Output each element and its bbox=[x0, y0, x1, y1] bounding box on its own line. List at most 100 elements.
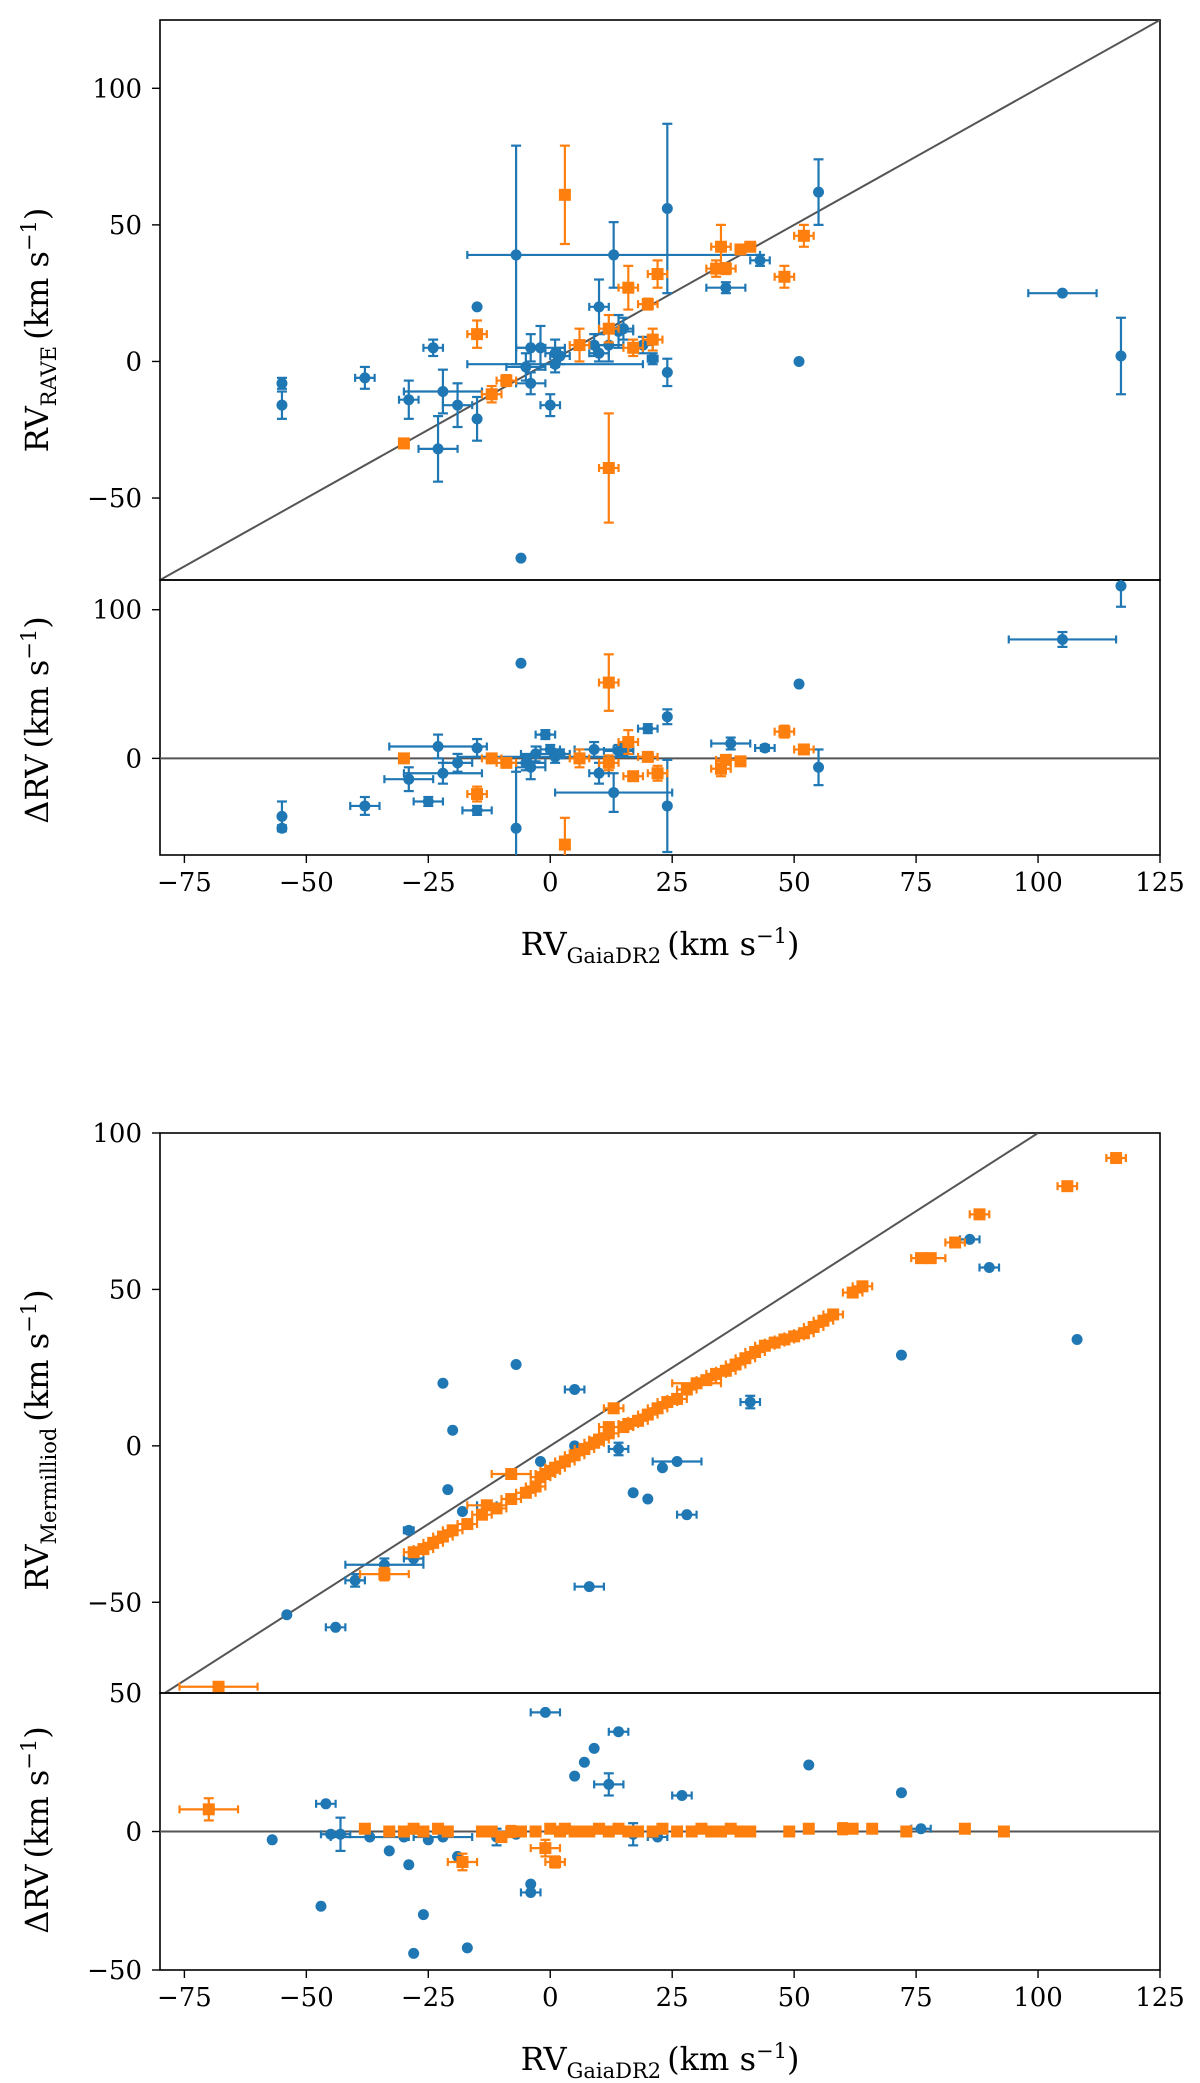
data-point-blue bbox=[661, 357, 673, 388]
data-point-blue bbox=[447, 1424, 459, 1436]
data-point-orange bbox=[602, 1402, 625, 1415]
data-point-blue bbox=[281, 1609, 293, 1621]
rave-bottom-panel: 0 100 ΔRV (km s−1) bbox=[17, 579, 1161, 856]
data-point-blue bbox=[534, 729, 557, 741]
data-point-blue bbox=[510, 770, 522, 855]
rave-xlabel-close: ) bbox=[787, 925, 799, 963]
x-tick-label: 125 bbox=[1135, 868, 1185, 898]
data-point-orange bbox=[475, 1825, 488, 1838]
data-point-blue bbox=[466, 221, 762, 289]
x-tick-label: 0 bbox=[542, 1983, 559, 2013]
data-point-orange bbox=[544, 1822, 557, 1835]
identity-line bbox=[160, 20, 1160, 580]
data-point-blue bbox=[471, 395, 483, 442]
data-point-blue bbox=[383, 1845, 395, 1857]
mermilliod-top-ylabel-sub: Mermilliod bbox=[37, 1428, 61, 1545]
x-tick-label: −25 bbox=[401, 1983, 456, 2013]
data-point-orange bbox=[178, 1797, 240, 1822]
data-point-blue bbox=[354, 365, 376, 390]
data-point-orange bbox=[529, 1825, 542, 1838]
data-point-blue bbox=[515, 657, 527, 669]
data-point-orange bbox=[588, 1433, 610, 1446]
rave-bottom-ylabel-unit: (km s bbox=[18, 660, 56, 749]
data-point-orange bbox=[495, 374, 518, 388]
data-point-blue bbox=[607, 1441, 630, 1457]
data-point-orange bbox=[446, 1852, 479, 1872]
rave-xlabel-main: RV bbox=[521, 925, 568, 963]
data-point-blue bbox=[671, 1789, 693, 1801]
data-point-blue bbox=[710, 736, 752, 751]
rave-top-ylabel-close: ) bbox=[18, 208, 56, 220]
data-point-blue bbox=[813, 158, 825, 226]
data-point-orange bbox=[1056, 1180, 1079, 1193]
data-point-orange bbox=[675, 1383, 698, 1396]
data-point-blue bbox=[588, 278, 610, 336]
data-point-orange bbox=[554, 1455, 576, 1468]
data-point-orange bbox=[958, 1822, 971, 1835]
data-point-blue bbox=[461, 804, 493, 816]
x-tick-label: −75 bbox=[157, 1983, 212, 2013]
data-point-orange bbox=[793, 223, 815, 248]
data-point-orange bbox=[597, 653, 620, 712]
data-point-orange bbox=[602, 1825, 615, 1838]
data-point-orange bbox=[480, 384, 503, 404]
data-point-orange bbox=[466, 785, 488, 803]
data-point-blue bbox=[607, 1726, 630, 1738]
data-point-orange bbox=[558, 1822, 571, 1835]
data-point-orange bbox=[358, 1566, 410, 1582]
data-point-orange bbox=[597, 412, 620, 524]
data-point-blue bbox=[397, 379, 420, 420]
y-tick-label: 50 bbox=[109, 211, 142, 241]
data-point-orange bbox=[646, 259, 669, 289]
data-point-orange bbox=[490, 1468, 532, 1481]
y-tick-label: 0 bbox=[125, 744, 142, 774]
data-point-orange bbox=[622, 1825, 635, 1838]
data-point-orange bbox=[734, 1825, 747, 1838]
data-point-orange bbox=[583, 1825, 596, 1838]
data-point-orange bbox=[646, 1402, 669, 1415]
data-point-orange bbox=[397, 437, 410, 450]
data-point-blue bbox=[403, 1859, 415, 1871]
data-point-orange bbox=[456, 1518, 479, 1531]
data-point-blue bbox=[549, 748, 571, 760]
data-point-blue bbox=[514, 754, 547, 781]
data-point-orange bbox=[622, 338, 645, 358]
data-point-orange bbox=[514, 1825, 527, 1838]
data-point-blue bbox=[578, 1756, 590, 1768]
data-point-orange bbox=[441, 1524, 464, 1537]
y-tick-label: 0 bbox=[125, 347, 142, 377]
data-point-blue bbox=[276, 390, 288, 420]
data-point-blue bbox=[529, 1706, 562, 1718]
data-point-blue bbox=[519, 1886, 542, 1898]
data-point-blue bbox=[388, 733, 488, 760]
data-point-orange bbox=[417, 1825, 430, 1838]
data-point-orange bbox=[597, 754, 620, 772]
data-point-orange bbox=[597, 313, 620, 344]
data-point-blue bbox=[958, 1233, 981, 1245]
mermilliod-top-ylabel-close: ) bbox=[18, 1289, 56, 1301]
data-point-orange bbox=[422, 1536, 445, 1549]
data-point-blue bbox=[417, 414, 459, 483]
data-point-orange bbox=[505, 1824, 518, 1839]
data-point-blue bbox=[1115, 316, 1127, 396]
data-point-orange bbox=[793, 1327, 815, 1340]
data-point-blue bbox=[417, 1909, 429, 1921]
rave-xlabel-sup: −1 bbox=[756, 924, 787, 948]
data-point-blue bbox=[739, 1394, 762, 1410]
data-point-blue bbox=[349, 795, 381, 816]
data-point-orange bbox=[714, 1825, 727, 1838]
data-point-blue bbox=[515, 552, 527, 564]
data-point-orange bbox=[944, 1236, 966, 1249]
data-point-orange bbox=[568, 1825, 581, 1838]
data-point-orange bbox=[407, 1822, 420, 1835]
data-point-orange bbox=[836, 1822, 849, 1836]
data-point-blue bbox=[344, 1573, 366, 1588]
rave-bottom-ylabel: ΔRV (km s−1) bbox=[17, 616, 56, 823]
data-point-orange bbox=[646, 764, 669, 782]
data-point-blue bbox=[510, 1359, 522, 1371]
data-point-orange bbox=[822, 1308, 845, 1321]
x-tick-label: 25 bbox=[656, 868, 689, 898]
rave-xlabel: RVGaiaDR2 (km s−1) bbox=[521, 924, 800, 968]
x-tick-label: −50 bbox=[279, 868, 334, 898]
data-point-blue bbox=[636, 723, 659, 735]
